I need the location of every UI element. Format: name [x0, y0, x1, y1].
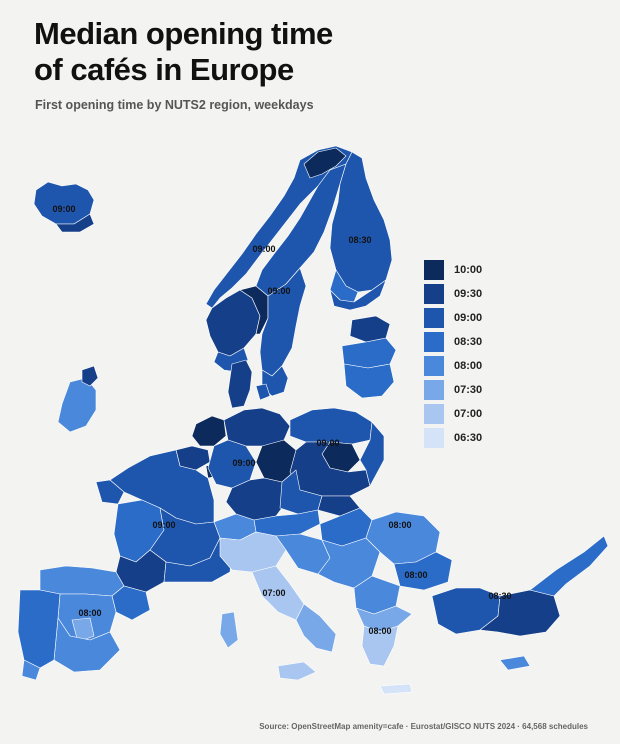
label-italy: 07:00 [262, 588, 285, 598]
label-iceland: 09:00 [52, 204, 75, 214]
region-northern-ireland [81, 365, 99, 387]
legend-label: 08:30 [454, 336, 483, 348]
region-latvia [341, 337, 397, 369]
legend-item: 06:30 [424, 426, 482, 450]
region-cyprus [499, 655, 531, 671]
legend-label: 07:00 [454, 408, 483, 420]
legend-label: 06:30 [454, 432, 483, 444]
legend-swatch [424, 428, 444, 448]
label-france: 09:00 [152, 520, 175, 530]
region-finland-south [329, 279, 387, 311]
region-iceland [33, 181, 95, 225]
region-sweden-central [259, 267, 307, 377]
region-spain-south [53, 617, 121, 673]
label-poland: 09:00 [316, 438, 339, 448]
legend-swatch [424, 356, 444, 376]
label-norway-south: 09:00 [267, 286, 290, 296]
legend-label: 07:30 [454, 384, 483, 396]
legend-item: 08:30 [424, 330, 482, 354]
region-sicily [277, 661, 317, 681]
legend-swatch [424, 332, 444, 352]
legend-swatch [424, 284, 444, 304]
label-balkans: 08:00 [388, 520, 411, 530]
title-line-2: of cafés in Europe [34, 52, 294, 87]
label-turkey: 08:30 [488, 591, 511, 601]
label-norway-north: 09:00 [252, 244, 275, 254]
legend-item: 09:30 [424, 282, 482, 306]
label-romania-south: 08:00 [404, 570, 427, 580]
region-romania [365, 511, 441, 565]
label-germany: 09:00 [232, 458, 255, 468]
legend-swatch [424, 404, 444, 424]
region-portugal-south [21, 659, 41, 681]
region-brittany [95, 479, 125, 505]
map-legend: 10:00 09:30 09:00 08:30 08:00 07:30 07:0… [424, 258, 482, 450]
europe-choropleth-map: 09:00 09:00 08:30 09:00 09:00 09:00 09:0… [17, 145, 609, 695]
legend-swatch [424, 308, 444, 328]
legend-item: 07:30 [424, 378, 482, 402]
legend-label: 09:30 [454, 288, 483, 300]
region-portugal [17, 589, 61, 669]
source-note: Source: OpenStreetMap amenity=cafe · Eur… [259, 722, 588, 731]
region-iceland-south [55, 213, 95, 233]
legend-item: 10:00 [424, 258, 482, 282]
label-finland: 08:30 [348, 235, 371, 245]
map-title: Median opening time of cafés in Europe [34, 16, 333, 88]
region-italy-north [219, 531, 287, 573]
region-italy-south [295, 603, 337, 653]
legend-label: 08:00 [454, 360, 483, 372]
legend-swatch [424, 260, 444, 280]
legend-label: 09:00 [454, 312, 483, 324]
region-madrid [71, 617, 95, 643]
region-lithuania [343, 363, 395, 399]
map-value-labels: 09:00 09:00 08:30 09:00 09:00 09:00 09:0… [52, 204, 511, 636]
legend-swatch [424, 380, 444, 400]
label-spain: 08:00 [78, 608, 101, 618]
region-sardinia [219, 611, 239, 649]
region-crete [379, 683, 413, 695]
region-denmark [227, 359, 253, 409]
region-turkey-northeast [529, 535, 609, 597]
legend-item: 09:00 [424, 306, 482, 330]
region-bulgaria [393, 551, 453, 591]
region-denmark-east [255, 383, 271, 401]
legend-item: 07:00 [424, 402, 482, 426]
region-netherlands [191, 415, 227, 447]
region-finnmark [303, 147, 347, 179]
region-poland-east [359, 421, 385, 487]
region-germany-north [223, 407, 291, 447]
region-spain-north [39, 565, 125, 597]
map-subtitle: First opening time by NUTS2 region, week… [35, 98, 314, 112]
region-norway-west [205, 289, 261, 357]
legend-label: 10:00 [454, 264, 483, 276]
region-greece-south [361, 625, 399, 667]
title-line-1: Median opening time [34, 16, 333, 51]
label-greece: 08:00 [368, 626, 391, 636]
legend-item: 08:00 [424, 354, 482, 378]
